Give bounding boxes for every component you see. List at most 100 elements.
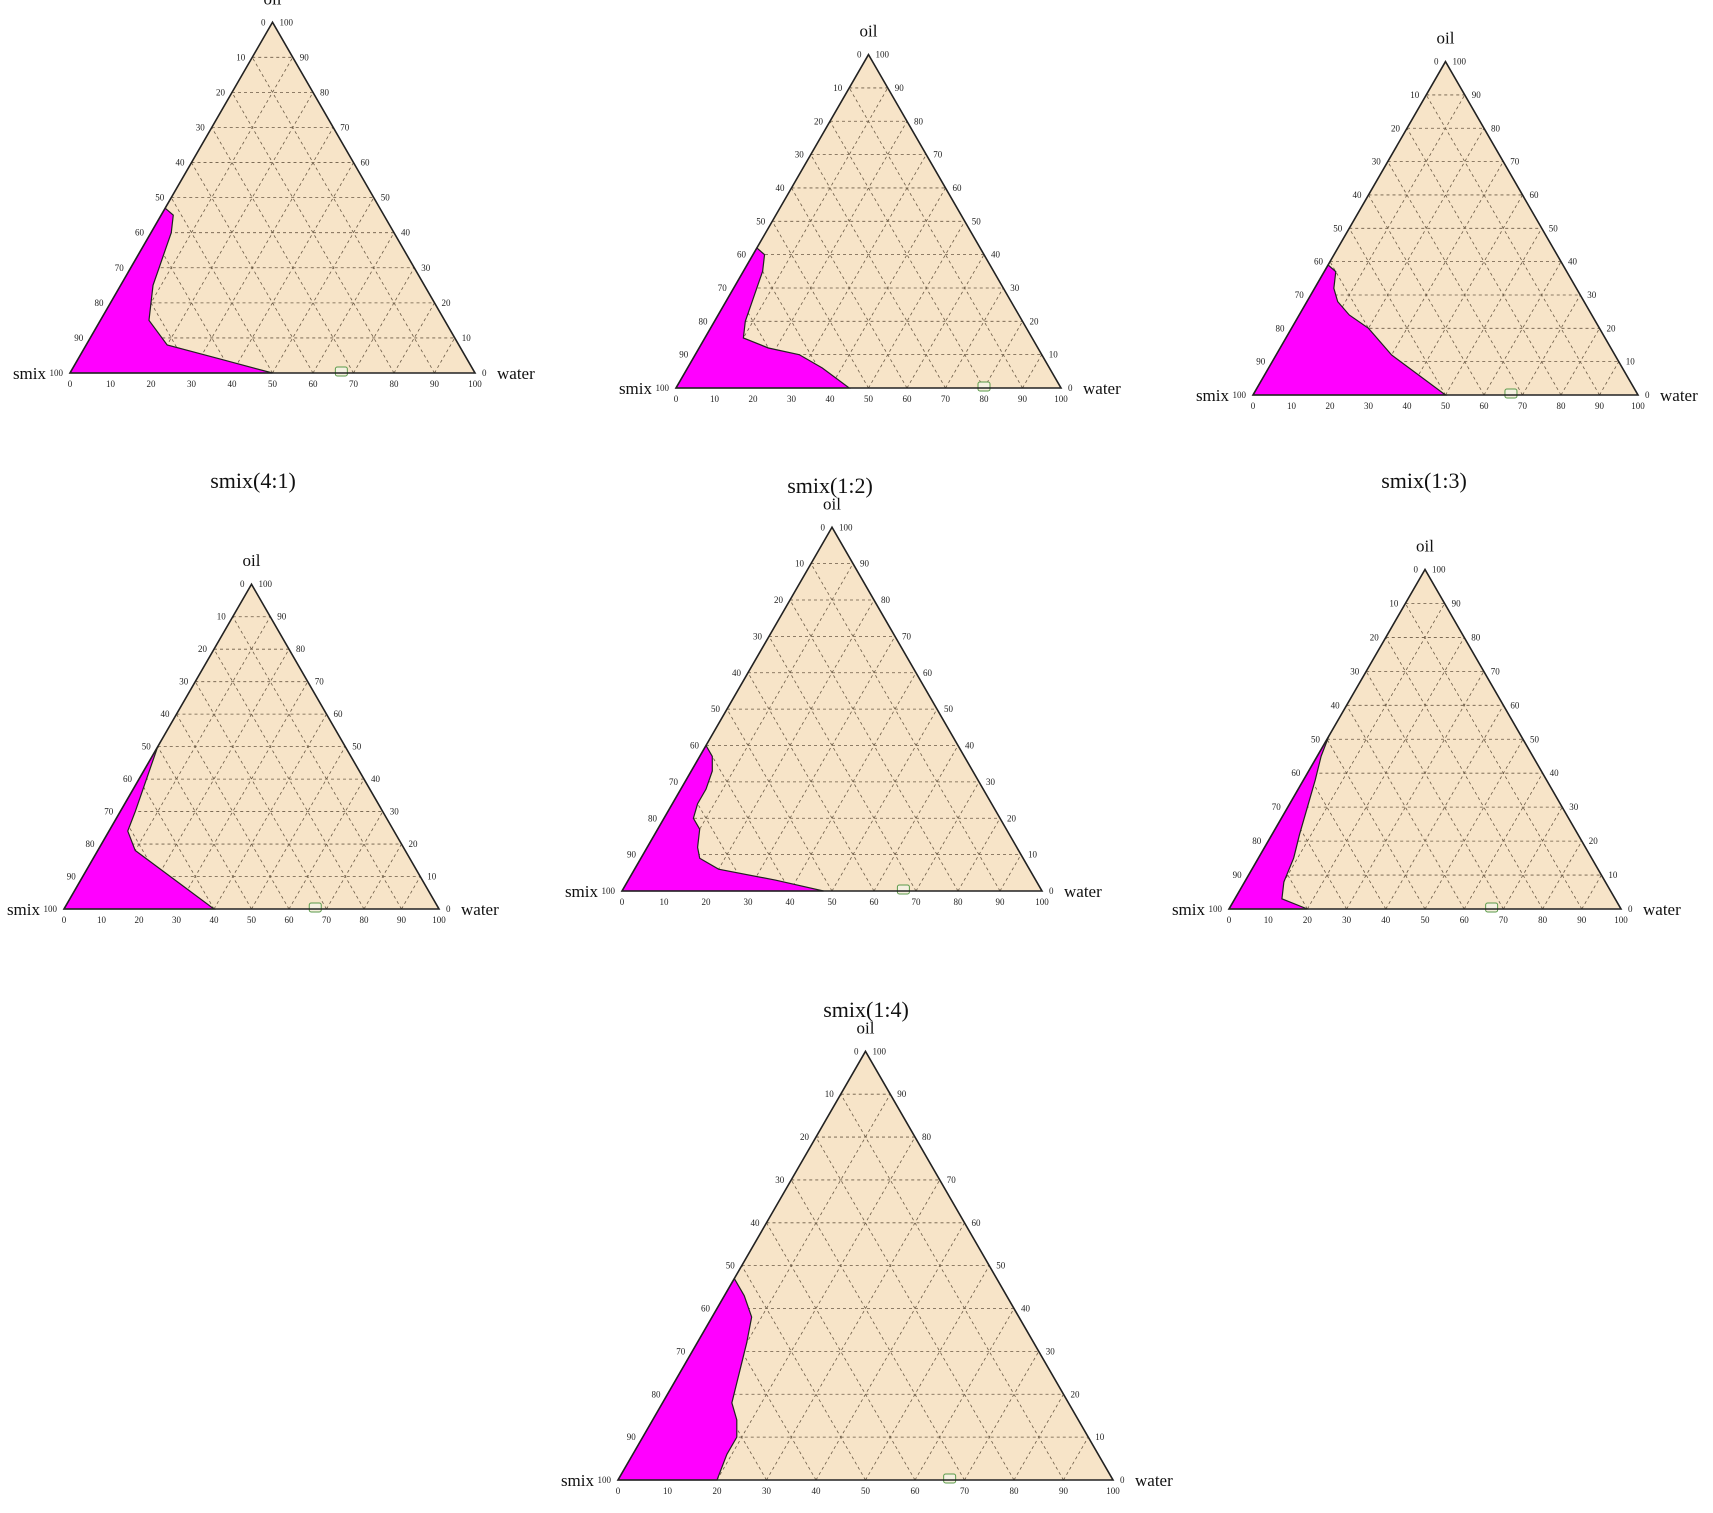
tick-label-oil: 90 (895, 83, 905, 93)
tick-label-smix: 100 (44, 904, 58, 914)
tick-label-water: 50 (1441, 401, 1451, 411)
gridline-water (831, 708, 938, 892)
tick-label-smix: 60 (701, 1304, 711, 1314)
tick-label-oil: 30 (1046, 1346, 1056, 1356)
tick-label-smix: 20 (800, 1132, 810, 1142)
tick-label-water: 20 (1303, 915, 1313, 925)
gridline-water (865, 1265, 990, 1481)
tick-label-water: 20 (135, 915, 145, 925)
tick-label-smix: 70 (1295, 290, 1305, 300)
tick-label-water: 10 (710, 394, 720, 404)
tick-label-water: 0 (68, 379, 73, 389)
gridline-smix (157, 746, 252, 910)
tick-label-smix: 10 (795, 559, 805, 569)
tick-label-oil: 20 (409, 839, 419, 849)
tick-label-water: 20 (147, 379, 157, 389)
tick-label-smix: 40 (751, 1218, 761, 1228)
caption-smix-4-1: smix(4:1) (210, 468, 296, 493)
tick-label-water: 10 (660, 897, 670, 907)
tick-label-water: 100 (1614, 915, 1628, 925)
tick-label-smix: 50 (726, 1261, 736, 1271)
tick-label-oil: 60 (923, 668, 933, 678)
tick-label-water: 60 (309, 379, 319, 389)
tick-label-smix: 100 (602, 886, 616, 896)
tick-label-smix: 60 (123, 774, 133, 784)
data-marker (334, 366, 348, 377)
tick-label-water: 0 (1251, 401, 1256, 411)
tick-label-smix: 60 (1291, 768, 1301, 778)
triangle-edge (674, 52, 1063, 389)
vertex-label-water: water (461, 900, 499, 919)
gridline-smix (138, 778, 215, 910)
tick-label-oil: 10 (1095, 1432, 1105, 1442)
tick-label-water: 60 (285, 915, 295, 925)
gridline-water (1599, 361, 1620, 396)
tick-label-oil: 80 (296, 644, 306, 654)
tick-label-oil: 100 (259, 579, 273, 589)
tick-label-water: 10 (663, 1486, 673, 1496)
tick-label-oil: 90 (300, 52, 310, 62)
tick-label-oil: 30 (1569, 802, 1579, 812)
gridline-water (868, 221, 966, 389)
tick-label-oil: 90 (860, 559, 870, 569)
gridline-smix (191, 162, 314, 374)
vertex-label-oil: oil (243, 551, 261, 570)
data-marker (977, 381, 991, 392)
tick-label-water: 60 (911, 1486, 921, 1496)
vertex-label-water: water (497, 364, 535, 383)
tick-label-oil: 80 (881, 595, 891, 605)
tick-label-water: 60 (1480, 401, 1490, 411)
tick-label-water: 10 (1264, 915, 1274, 925)
tick-label-oil: 30 (421, 263, 431, 273)
tick-label-smix: 0 (857, 50, 862, 60)
tick-label-oil: 50 (996, 1261, 1006, 1271)
data-marker (1504, 388, 1518, 399)
gridline-water (915, 781, 980, 892)
tick-label-oil: 70 (947, 1175, 957, 1185)
tick-label-water: 70 (941, 394, 951, 404)
tick-label-water: 50 (861, 1486, 871, 1496)
tick-label-oil: 90 (277, 612, 287, 622)
gridline-water (1581, 874, 1602, 910)
gridline-water (1522, 294, 1581, 396)
tick-label-oil: 0 (1049, 886, 1054, 896)
gridline-smix (231, 92, 395, 374)
tick-label-smix: 80 (652, 1389, 662, 1399)
microemulsion-region (620, 744, 824, 892)
tick-label-oil: 60 (1510, 700, 1520, 710)
tick-label-oil: 70 (933, 150, 943, 160)
tick-label-oil: 50 (972, 216, 982, 226)
tick-label-oil: 10 (462, 333, 472, 343)
microemulsion-region (62, 746, 216, 910)
tick-label-smix: 70 (676, 1346, 686, 1356)
tick-label-oil: 60 (1530, 190, 1540, 200)
gridline-smix (848, 87, 1023, 389)
gridline-smix (741, 1265, 866, 1481)
tick-label-water: 70 (912, 897, 922, 907)
triangle-edge (1227, 567, 1623, 910)
tick-label-oil: 20 (1607, 323, 1617, 333)
tick-label-water: 70 (1518, 401, 1528, 411)
gridline-smix (1385, 637, 1543, 910)
tick-label-water: 30 (1342, 915, 1352, 925)
tick-label-water: 100 (1631, 401, 1645, 411)
tick-label-smix: 10 (1389, 598, 1399, 608)
tick-label-oil: 90 (1472, 90, 1482, 100)
tick-label-oil: 100 (280, 17, 294, 27)
tick-label-smix: 60 (1314, 257, 1324, 267)
gridline-smix (176, 713, 290, 910)
gridline-water (1346, 671, 1485, 910)
vertex-label-smix: smix (1172, 900, 1206, 919)
gridline-water (1542, 840, 1583, 910)
vertex-label-oil: oil (823, 494, 841, 513)
vertex-label-oil: oil (264, 0, 282, 8)
tick-label-smix: 30 (753, 631, 763, 641)
tick-label-oil: 40 (965, 741, 975, 751)
tick-label-smix: 90 (627, 850, 637, 860)
tick-label-smix: 60 (135, 228, 145, 238)
gridline-smix (1307, 773, 1387, 910)
